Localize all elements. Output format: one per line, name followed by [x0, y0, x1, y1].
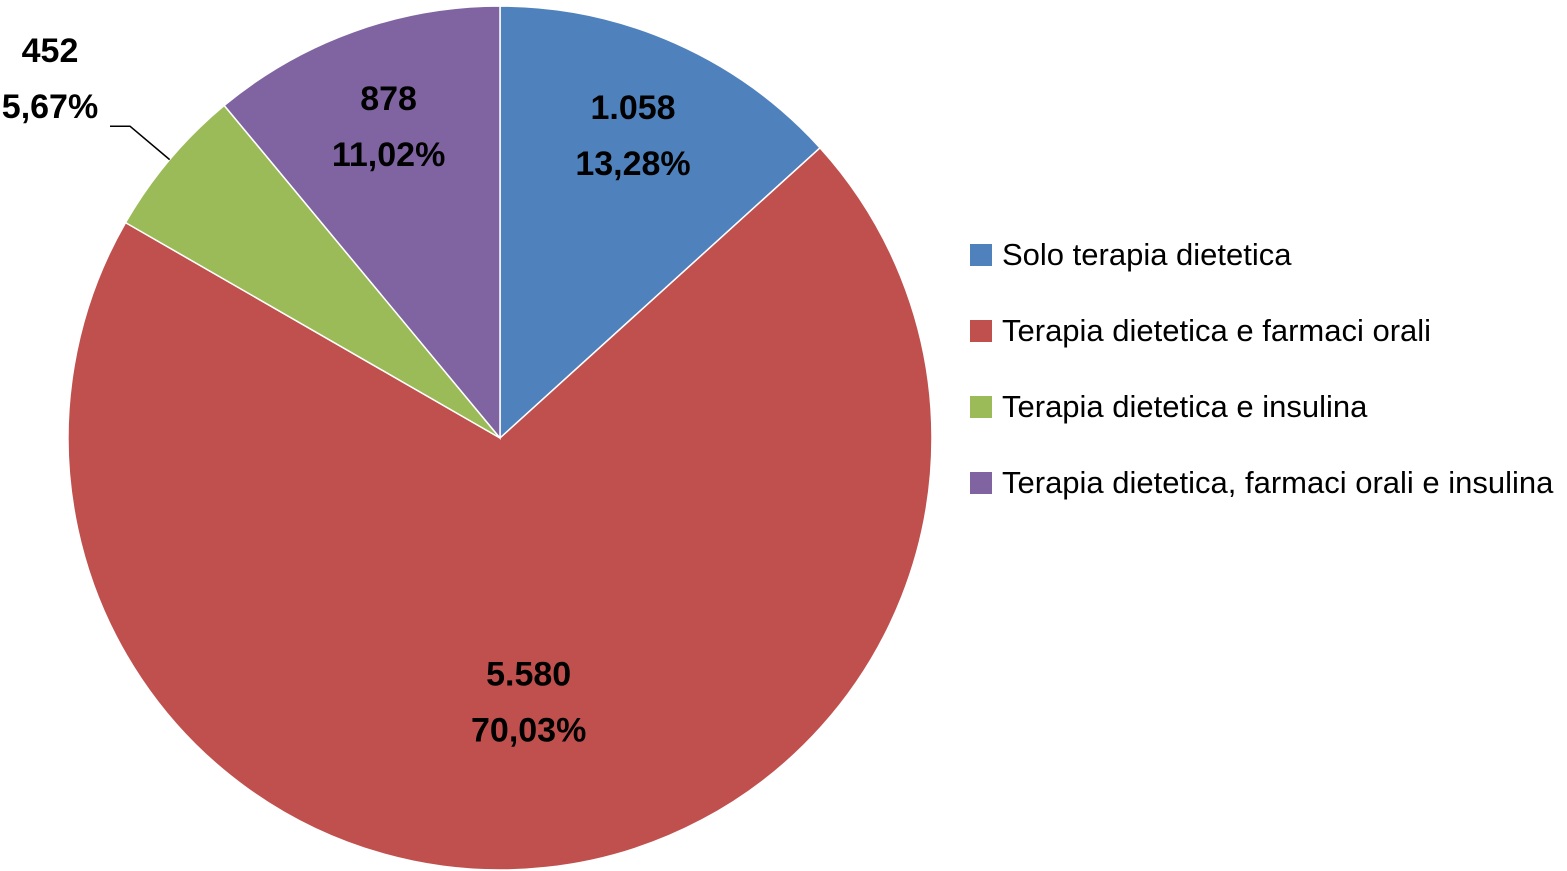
legend-item: Solo terapia dietetica [970, 235, 1555, 275]
value-label: 452 [22, 32, 79, 70]
legend-label: Terapia dietetica e insulina [1002, 387, 1367, 427]
percentage-label: 13,28% [575, 145, 690, 183]
legend-swatch [970, 396, 992, 418]
legend-item: Terapia dietetica e insulina [970, 387, 1555, 427]
legend: Solo terapia dietetica Terapia dietetica … [970, 235, 1555, 539]
value-label: 878 [360, 80, 417, 118]
percentage-label: 11,02% [332, 136, 445, 174]
leader-line [110, 126, 170, 159]
percentage-label: 70,03% [471, 711, 586, 749]
legend-label: Solo terapia dietetica [1002, 235, 1292, 275]
value-label: 1.058 [590, 89, 675, 127]
percentage-label: 5,67% [2, 88, 98, 126]
value-label: 5.580 [486, 655, 571, 693]
page: 1.05813,28%5.58070,03%4525,67%87811,02% … [0, 0, 1567, 871]
legend-label: Terapia dietetica e farmaci orali [1002, 311, 1431, 351]
legend-label: Terapia dietetica, farmaci orali e insul… [1002, 463, 1553, 503]
legend-item: Terapia dietetica e farmaci orali [970, 311, 1555, 351]
legend-swatch [970, 244, 992, 266]
legend-swatch [970, 320, 992, 342]
legend-item: Terapia dietetica, farmaci orali e insul… [970, 463, 1555, 503]
legend-swatch [970, 472, 992, 494]
